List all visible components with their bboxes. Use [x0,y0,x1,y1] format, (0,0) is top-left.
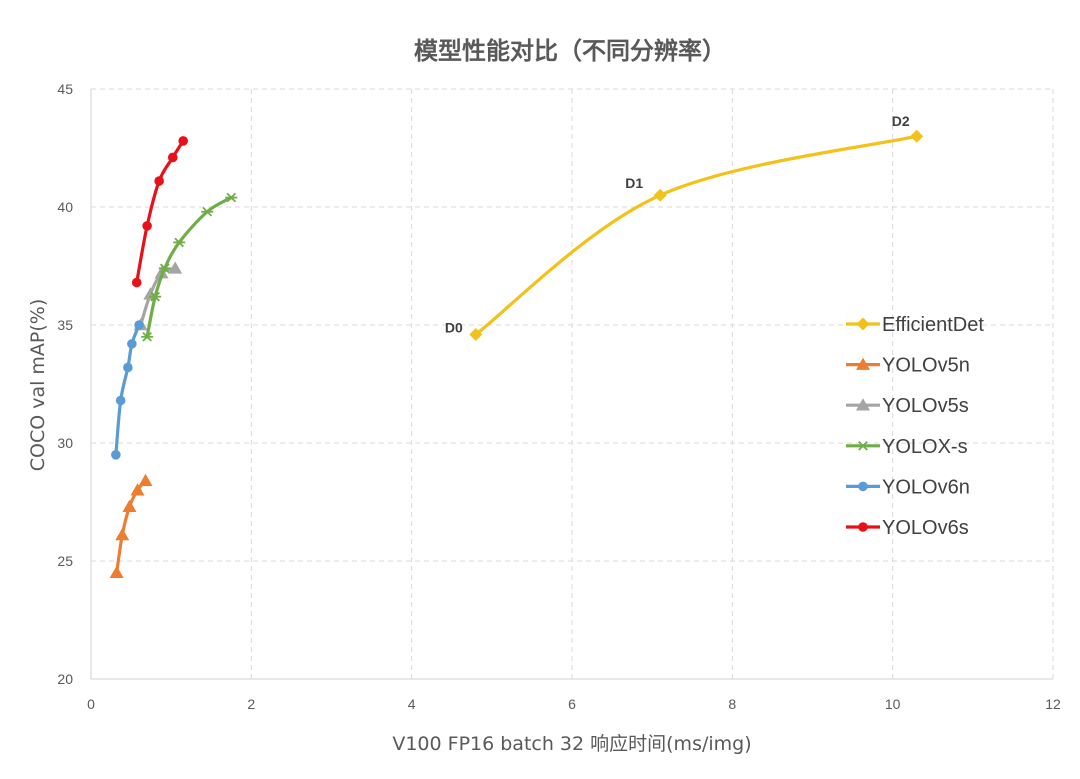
y-tick-label: 40 [57,199,73,215]
x-tick-label: 2 [247,696,255,712]
data-point-yolov6n [134,320,144,330]
data-point-yolov6s [131,277,142,288]
y-tick-label: 20 [57,671,73,687]
legend-marker-yolov5n [856,357,870,370]
legend-marker-yolox-s [857,440,869,451]
chart-title: 模型性能对比（不同分辨率） [414,37,726,65]
legend-marker-yolov6s [858,522,868,532]
data-point-yolov6n [123,362,133,373]
data-point-yolox-s [141,331,154,342]
data-point-yolov5n [130,483,145,496]
series-yolov5n [109,473,153,579]
y-tick-label: 35 [57,317,73,333]
data-point-yolox-s [173,237,186,248]
x-tick-label: 4 [408,696,416,712]
legend-item-yolov5s: YOLOv5s [846,395,969,417]
gridlines [91,88,1054,679]
x-axis-label: V100 FP16 batch 32 响应时间(ms/img) [392,733,751,755]
legend-item-efficientdet: EfficientDet [846,314,984,336]
data-point-yolov5s [168,261,183,274]
point-labels: D0 D1 D2 [445,113,910,335]
point-label-d2: D2 [892,113,910,129]
series-group [109,129,924,579]
x-tick-label: 8 [728,696,736,712]
data-point-yolov6s [142,221,152,231]
data-point-yolov5n [138,473,153,487]
data-point-yolov6s [167,152,178,163]
data-point-efficientdet [469,327,483,341]
series-yolov6s [131,136,188,288]
x-tick-label: 12 [1045,696,1061,712]
legend-marker-yolov6n [858,481,868,492]
data-point-yolox-s [158,263,171,274]
y-tick-label: 45 [57,81,73,97]
legend-marker-yolov5s [856,398,870,411]
legend-item-yolox-s: YOLOX-s [846,436,968,458]
series-line-efficientdet [474,134,919,337]
tick-labels: 0 2 4 6 8 10 12 20 25 30 35 40 45 [57,81,1061,712]
legend-label-yolov5s: YOLOv5s [882,395,969,417]
legend-item-yolov5n: YOLOv5n [846,355,970,377]
data-point-yolox-s [201,206,214,217]
legend-label-yolov5n: YOLOv5n [882,355,970,377]
data-point-efficientdet [653,188,667,202]
point-label-d1: D1 [625,175,643,191]
legend-label-yolov6s: YOLOv6s [882,517,969,539]
data-point-yolov6s [154,176,164,186]
series-line-yolov5s [139,266,177,327]
data-point-yolox-s [149,291,162,302]
y-tick-label: 30 [57,435,73,451]
series-efficientdet [469,129,924,341]
data-point-efficientdet [910,129,924,143]
legend-label-efficientdet: EfficientDet [882,314,984,336]
data-point-yolov6s [178,136,188,146]
legend-label-yolov6n: YOLOv6n [882,476,970,498]
series-line-yolov6s [135,139,185,285]
x-tick-label: 0 [87,696,95,712]
legend: EfficientDet YOLOv5n YOLOv5s YOLOX-s YOLOv6n… [846,314,984,539]
x-tick-label: 10 [885,696,901,712]
data-point-yolov6n [127,339,137,349]
data-point-yolov6n [111,450,121,460]
point-label-d0: D0 [445,319,463,335]
data-point-yolov5n [122,499,137,512]
data-point-yolov5n [109,565,124,579]
series-yolov6n [111,320,144,460]
y-axis-label: COCO val mAP(%) [27,299,49,472]
x-tick-label: 6 [568,696,576,712]
legend-item-yolov6s: YOLOv6s [846,517,969,539]
series-line-yolox-s [145,195,233,339]
legend-marker-efficientdet [856,317,870,331]
data-point-yolov5n [115,528,130,541]
series-yolox-s [141,192,238,342]
y-tick-label: 25 [57,553,73,569]
legend-label-yolox-s: YOLOX-s [882,436,968,458]
legend-item-yolov6n: YOLOv6n [846,476,970,498]
axes [90,89,1053,680]
data-point-yolox-s [225,192,238,203]
data-point-yolov6n [115,395,126,406]
